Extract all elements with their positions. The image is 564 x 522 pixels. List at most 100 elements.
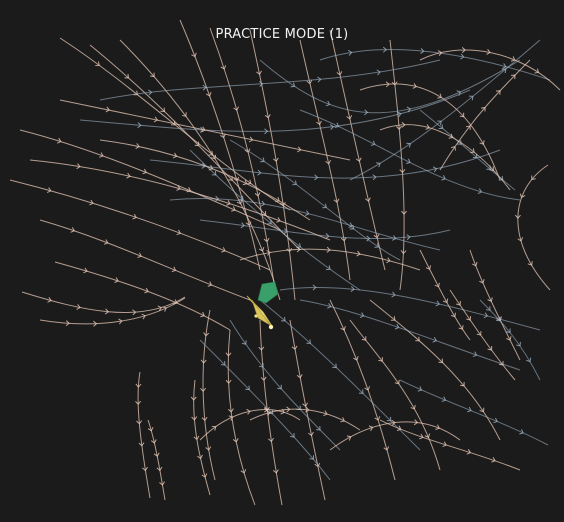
trail-arrow-icon bbox=[437, 93, 442, 99]
trail-arrow-icon bbox=[314, 462, 321, 468]
trail-arrow-icon bbox=[316, 120, 322, 126]
trail-arrow-icon bbox=[201, 416, 208, 422]
trail-arrow-icon bbox=[266, 410, 271, 416]
trail-arrow-icon bbox=[221, 247, 226, 253]
trail-arrow-icon bbox=[493, 417, 498, 424]
trail-arrow-icon bbox=[435, 424, 440, 431]
trail-arrow-icon bbox=[495, 316, 501, 322]
trail-arrow-icon bbox=[487, 346, 493, 351]
trail-arrow-icon bbox=[259, 80, 264, 87]
trail-arrow-icon bbox=[396, 125, 402, 131]
trail-arrow-icon bbox=[203, 332, 210, 337]
trail-arrow-icon bbox=[366, 235, 371, 242]
trail-arrow-icon bbox=[283, 228, 288, 235]
trail-arrow-icon bbox=[400, 249, 407, 255]
trail-arrow-icon bbox=[232, 438, 239, 443]
flow-trail bbox=[359, 83, 501, 181]
trail-arrow-icon bbox=[466, 315, 472, 321]
trail-arrow-icon bbox=[159, 481, 165, 486]
flow-trail bbox=[329, 421, 461, 451]
trail-arrow-icon bbox=[466, 448, 472, 455]
flow-trail bbox=[202, 309, 216, 481]
trail-arrow-icon bbox=[83, 267, 88, 274]
trail-arrow-icon bbox=[467, 406, 472, 413]
trail-arrow-icon bbox=[264, 114, 271, 119]
trail-arrow-icon bbox=[211, 154, 217, 160]
trail-arrow-icon bbox=[364, 386, 371, 391]
flow-trail bbox=[259, 59, 521, 114]
trail-arrow-icon bbox=[258, 346, 265, 351]
trail-arrow-icon bbox=[502, 63, 507, 69]
trail-arrow-icon bbox=[264, 128, 269, 135]
trail-arrow-icon bbox=[425, 265, 432, 270]
trail-arrow-icon bbox=[207, 281, 213, 287]
trail-arrow-icon bbox=[246, 408, 251, 415]
trail-arrow-icon bbox=[46, 187, 52, 193]
trail-arrow-icon bbox=[248, 136, 254, 143]
trail-arrow-icon bbox=[438, 358, 444, 364]
trail-arrow-icon bbox=[246, 179, 252, 185]
trail-arrow-icon bbox=[458, 325, 464, 330]
flow-trail bbox=[299, 39, 351, 281]
trail-arrow-icon bbox=[225, 379, 232, 384]
trail-arrow-icon bbox=[476, 331, 482, 336]
trail-arrow-icon bbox=[205, 446, 212, 451]
trail-arrow-icon bbox=[233, 176, 240, 182]
flow-trail bbox=[199, 409, 301, 441]
trail-arrow-icon bbox=[417, 386, 423, 392]
trail-arrow-icon bbox=[350, 286, 355, 292]
trail-arrow-icon bbox=[308, 431, 314, 437]
player-ship[interactable] bbox=[246, 281, 279, 330]
trail-arrow-icon bbox=[76, 304, 81, 310]
trail-arrow-icon bbox=[517, 237, 524, 242]
trail-arrow-icon bbox=[153, 452, 160, 457]
trail-arrow-icon bbox=[297, 146, 302, 153]
trail-arrow-icon bbox=[150, 439, 157, 444]
trail-arrow-icon bbox=[272, 469, 279, 474]
trail-arrow-icon bbox=[267, 219, 272, 225]
trail-arrow-icon bbox=[263, 237, 270, 243]
trail-arrow-icon bbox=[495, 90, 501, 95]
trail-arrow-icon bbox=[296, 246, 301, 253]
trail-arrow-icon bbox=[450, 312, 457, 318]
mode-title: PRACTICE MODE (1) bbox=[215, 27, 349, 42]
trail-arrow-icon bbox=[103, 239, 109, 245]
flow-trail bbox=[517, 164, 551, 291]
trail-arrow-icon bbox=[472, 351, 478, 358]
trail-arrow-icon bbox=[420, 48, 425, 54]
trail-arrow-icon bbox=[302, 402, 309, 407]
trail-arrow-icon bbox=[373, 233, 380, 239]
trail-arrow-icon bbox=[438, 124, 444, 130]
trail-arrow-icon bbox=[498, 361, 504, 366]
flow-trail bbox=[169, 197, 441, 251]
trail-arrow-icon bbox=[437, 120, 442, 126]
flow-trail bbox=[39, 297, 186, 325]
trail-arrow-icon bbox=[460, 381, 465, 387]
trail-arrow-icon bbox=[374, 416, 381, 421]
trail-arrow-icon bbox=[200, 359, 207, 364]
flow-trail bbox=[137, 371, 151, 499]
trail-arrow-icon bbox=[457, 140, 462, 145]
flow-trail bbox=[199, 219, 451, 240]
trail-arrow-icon bbox=[281, 316, 286, 322]
trail-arrow-icon bbox=[135, 143, 140, 149]
trail-arrow-icon bbox=[296, 374, 303, 379]
trail-arrow-icon bbox=[412, 83, 418, 89]
trail-arrow-icon bbox=[276, 217, 281, 223]
trail-arrow-icon bbox=[355, 157, 362, 162]
trail-arrow-icon bbox=[501, 68, 507, 74]
trail-arrow-icon bbox=[349, 224, 355, 230]
trail-arrow-icon bbox=[191, 416, 198, 421]
trail-arrow-icon bbox=[406, 142, 411, 148]
trail-arrow-icon bbox=[272, 157, 279, 163]
trail-arrow-icon bbox=[386, 416, 392, 422]
trail-arrow-icon bbox=[201, 473, 208, 478]
flow-trail bbox=[229, 139, 401, 261]
trail-arrow-icon bbox=[280, 408, 285, 415]
trail-arrow-icon bbox=[257, 169, 262, 176]
trail-arrow-icon bbox=[486, 49, 491, 55]
trail-arrow-icon bbox=[459, 112, 465, 118]
trail-arrow-icon bbox=[256, 70, 262, 76]
